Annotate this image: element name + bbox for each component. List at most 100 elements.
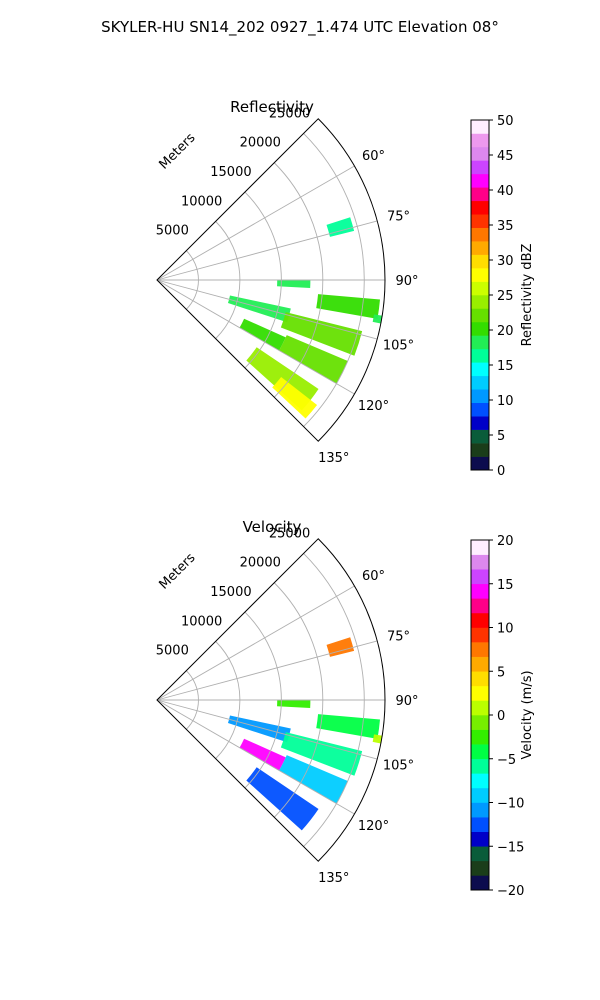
- azimuth-tick-label: 105°: [383, 339, 414, 354]
- echo-region: [316, 294, 381, 319]
- radial-axis-label: Meters: [157, 550, 199, 592]
- colorbar-swatch: [471, 860, 489, 876]
- azimuth-tick-label: 120°: [358, 399, 389, 414]
- azimuth-gridline: [156, 699, 355, 815]
- echo-region: [239, 318, 286, 351]
- colorbar-swatch: [471, 321, 489, 336]
- panel-title: Reflectivity: [230, 98, 314, 116]
- echo-region: [372, 314, 383, 324]
- azimuth-gridline: [156, 585, 355, 701]
- colorbar-swatch: [471, 831, 489, 847]
- colorbar-tick-label: −15: [497, 840, 524, 855]
- radial-axis-label: Meters: [157, 130, 199, 172]
- colorbar-swatch: [471, 200, 489, 215]
- colorbar-tick-label: 50: [497, 114, 514, 129]
- colorbar-swatch: [471, 281, 489, 296]
- azimuth-tick-label: 120°: [358, 819, 389, 834]
- colorbar-swatch: [471, 362, 489, 377]
- colorbar-tick-label: 35: [497, 219, 514, 234]
- colorbar-tick-label: 0: [497, 464, 505, 479]
- colorbar-swatch: [471, 787, 489, 803]
- colorbar-swatch: [471, 627, 489, 643]
- azimuth-gridline: [156, 279, 355, 395]
- colorbar-swatch: [471, 308, 489, 323]
- colorbar-tick-label: −10: [497, 797, 524, 812]
- colorbar-swatch: [471, 268, 489, 282]
- azimuth-gridline: [156, 279, 378, 340]
- colorbar-tick-label: 10: [497, 622, 514, 637]
- colorbar-label: Reflectivity dBZ: [520, 244, 535, 347]
- echo-layer: [227, 637, 383, 831]
- velocity-panel: 5000 10000 15000 20000 25000 60° 75° 90° 105° 120…: [156, 518, 535, 899]
- colorbar-tick-label: 10: [497, 394, 514, 409]
- colorbar-swatch: [471, 685, 489, 701]
- azimuth-tick-label: 60°: [362, 149, 385, 164]
- colorbar-swatch: [471, 375, 489, 390]
- radial-tick-label: 10000: [181, 614, 222, 629]
- colorbar-tick-label: 20: [497, 324, 514, 339]
- colorbar-tick-label: 30: [497, 254, 514, 269]
- panel-title: Velocity: [243, 518, 302, 536]
- azimuth-gridline: [156, 699, 378, 760]
- colorbar-swatch: [471, 744, 489, 760]
- azimuth-gridline: [156, 165, 355, 281]
- radial-tick-label: 15000: [210, 585, 251, 600]
- echo-region: [326, 217, 355, 237]
- colorbar-tick-label: −20: [497, 884, 524, 899]
- colorbar-swatch: [471, 598, 489, 614]
- colorbar-swatch: [471, 214, 489, 228]
- colorbar-tick-label: 20: [497, 534, 514, 549]
- radial-tick-label: 20000: [240, 556, 281, 571]
- echo-region: [277, 280, 311, 289]
- radial-tick-label: 10000: [181, 194, 222, 209]
- colorbar-tick-label: 5: [497, 429, 505, 444]
- echo-region: [279, 755, 348, 804]
- echo-region: [372, 734, 383, 744]
- azimuth-gridline: [156, 220, 378, 281]
- colorbar-swatch: [471, 540, 489, 555]
- radial-tick-label: 5000: [156, 644, 189, 659]
- echo-region: [280, 732, 363, 776]
- azimuth-tick-label: 135°: [318, 871, 349, 886]
- colorbar-tick-label: 0: [497, 709, 505, 724]
- colorbar-swatch: [471, 146, 489, 161]
- echo-region: [239, 738, 286, 771]
- colorbar-swatch: [471, 389, 489, 403]
- reflectivity-panel: 5000 10000 15000 20000 25000 60° 75° 90° 105° 120…: [156, 98, 535, 479]
- radial-tick-label: 25000: [269, 526, 310, 541]
- sector-frame: [156, 538, 386, 862]
- colorbar-swatch: [471, 429, 489, 444]
- colorbar-tick-label: 15: [497, 578, 514, 593]
- colorbar-swatch: [471, 875, 489, 891]
- colorbar-swatch: [471, 443, 489, 457]
- echo-region: [326, 637, 355, 657]
- colorbar-swatch: [471, 160, 489, 175]
- echo-region: [280, 312, 363, 356]
- echo-region: [227, 715, 291, 743]
- figure-title: SKYLER-HU SN14_202 0927_1.474 UTC Elevat…: [101, 18, 499, 37]
- colorbar-swatch: [471, 612, 489, 628]
- colorbar-swatch: [471, 554, 489, 570]
- colorbar-swatch: [471, 295, 489, 309]
- colorbar-label: Velocity (m/s): [520, 670, 535, 759]
- radial-tick-label: 20000: [240, 136, 281, 151]
- colorbar-swatch: [471, 254, 489, 269]
- echo-region: [246, 767, 319, 831]
- echo-layer: [227, 217, 383, 419]
- colorbar-swatch: [471, 416, 489, 430]
- radial-tick-label: 15000: [210, 165, 251, 180]
- colorbar-swatch: [471, 671, 489, 687]
- colorbar-swatch: [471, 729, 489, 745]
- colorbar-swatch: [471, 846, 489, 862]
- azimuth-tick-label: 105°: [383, 759, 414, 774]
- azimuth-tick-label: 135°: [318, 451, 349, 466]
- colorbar-swatch: [471, 715, 489, 730]
- colorbar-swatch: [471, 758, 489, 774]
- colorbar-tick-label: −5: [497, 753, 516, 768]
- azimuth-tick-label: 90°: [395, 694, 418, 709]
- colorbar-swatch: [471, 227, 489, 242]
- echo-region: [227, 295, 291, 323]
- colorbar-tick-label: 25: [497, 289, 514, 304]
- radial-tick-label: 5000: [156, 224, 189, 239]
